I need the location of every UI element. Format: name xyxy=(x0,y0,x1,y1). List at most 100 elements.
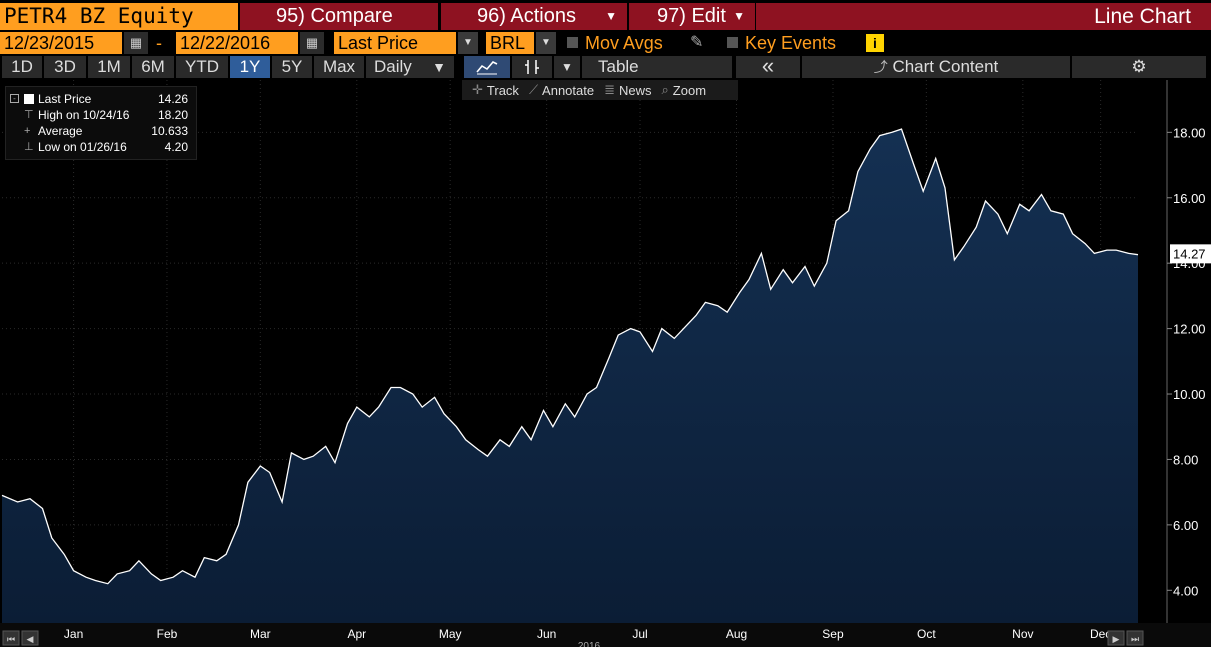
period-5y[interactable]: 5Y xyxy=(272,56,312,78)
period-1y[interactable]: 1Y xyxy=(230,56,270,78)
chart-type-title[interactable]: Line Chart xyxy=(756,3,1211,30)
legend-last-label: Last Price xyxy=(38,92,92,106)
settings-gear-icon[interactable]: ⚙ xyxy=(1072,56,1206,78)
scroll-right-icon[interactable]: ▶ xyxy=(1113,634,1120,644)
track-icon: ✛ xyxy=(472,82,483,97)
frequency-select[interactable]: Daily ▼ xyxy=(366,56,454,78)
x-axis-strip xyxy=(0,623,1211,647)
last-value-label: 14.27 xyxy=(1173,246,1206,261)
y-tick-label: 8.00 xyxy=(1173,452,1198,467)
price-line[interactable] xyxy=(1,128,1139,585)
legend-collapse-icon[interactable]: - xyxy=(10,94,19,103)
scroll-end-icon-frame[interactable] xyxy=(1126,630,1144,646)
legend-average: + Average 10.633 xyxy=(6,123,194,139)
y-tick-label: 6.00 xyxy=(1173,518,1198,533)
period-1d[interactable]: 1D xyxy=(2,56,42,78)
key-events-label[interactable]: Key Events xyxy=(745,33,837,53)
news-button[interactable]: News xyxy=(619,82,652,98)
scroll-start-icon-frame[interactable] xyxy=(2,630,20,646)
annotate-icon: ⟋ xyxy=(528,82,539,97)
info-icon[interactable]: i xyxy=(866,34,884,52)
chart-legend: - Last Price 14.26 ⊤ High on 10/24/16 18… xyxy=(5,86,197,160)
line-chart-mode-button[interactable] xyxy=(464,56,510,78)
edit-label: 97) Edit xyxy=(657,5,726,27)
scroll-right-icon-frame[interactable] xyxy=(1107,630,1125,646)
legend-high: ⊤ High on 10/24/16 18.20 xyxy=(6,107,194,123)
high-marker-icon: ⊤ xyxy=(24,109,34,121)
x-tick-label: Nov xyxy=(1012,627,1033,641)
price-area-chart[interactable]: 4.006.008.0010.0012.0014.0016.0018.0014.… xyxy=(0,80,1211,647)
compare-button[interactable]: 95) Compare xyxy=(240,3,438,30)
period-ytd[interactable]: YTD xyxy=(176,56,228,78)
low-marker-icon: ⊥ xyxy=(24,141,34,153)
annotate-button[interactable]: Annotate xyxy=(542,82,595,98)
actions-button[interactable]: 96) Actions ▼ xyxy=(441,3,627,30)
x-tick-label: Jun xyxy=(537,627,556,641)
scroll-start-icon[interactable]: ⏮ xyxy=(7,634,15,644)
start-date-field[interactable]: 12/23/2015 xyxy=(0,32,122,54)
bar-chart-mode-button[interactable] xyxy=(512,56,552,78)
edit-dropdown-icon: ▼ xyxy=(733,9,745,23)
legend-low-value: 4.20 xyxy=(164,140,188,154)
last-value-tag xyxy=(1170,244,1211,264)
line-chart-icon xyxy=(476,61,498,75)
chart-mode-dropdown-icon[interactable]: ▼ xyxy=(554,56,580,78)
legend-high-label: High on 10/24/16 xyxy=(38,108,130,122)
scroll-left-icon-frame[interactable] xyxy=(21,630,39,646)
period-6m[interactable]: 6M xyxy=(132,56,174,78)
currency-dropdown-icon[interactable]: ▼ xyxy=(536,32,556,54)
chart-content-icon: ⤴ xyxy=(873,59,888,75)
ticker-field[interactable]: PETR4 BZ Equity xyxy=(0,3,238,30)
zoom-icon: ⌕ xyxy=(661,82,669,97)
y-tick-label: 10.00 xyxy=(1173,387,1206,402)
end-date-field[interactable]: 12/22/2016 xyxy=(176,32,298,54)
y-tick-label: 4.00 xyxy=(1173,583,1198,598)
period-3d[interactable]: 3D xyxy=(44,56,86,78)
frequency-dropdown-icon: ▼ xyxy=(432,59,446,75)
date-range-dash: - xyxy=(156,33,162,53)
x-axis-year-label: 2016 xyxy=(578,641,601,647)
news-icon: ≣ xyxy=(604,82,615,97)
track-button[interactable]: Track xyxy=(486,82,519,98)
price-field-dropdown-icon[interactable]: ▼ xyxy=(458,32,478,54)
compare-label: 95) Compare xyxy=(276,5,393,27)
price-field-select[interactable]: Last Price xyxy=(334,32,456,54)
mov-avgs-checkbox[interactable] xyxy=(567,37,578,48)
currency-select[interactable]: BRL xyxy=(486,32,534,54)
frequency-label: Daily xyxy=(374,57,412,76)
chart-subtoolbar: ✛ Track ⟋ Annotate ≣ News ⌕ Zoom xyxy=(462,80,738,100)
actions-dropdown-icon: ▼ xyxy=(605,9,617,23)
collapse-panel-icon[interactable]: « xyxy=(736,55,800,78)
chart-content-label: Chart Content xyxy=(892,57,999,76)
zoom-button[interactable]: Zoom xyxy=(672,82,707,98)
x-tick-label: Mar xyxy=(250,627,271,641)
scroll-left-icon[interactable]: ◀ xyxy=(27,634,34,644)
x-tick-label: Aug xyxy=(726,627,747,641)
legend-last-value: 14.26 xyxy=(157,92,188,106)
chart-content-button[interactable]: ⤴ Chart Content xyxy=(802,56,1070,78)
x-tick-label: Feb xyxy=(157,627,178,641)
x-tick-label: Dec xyxy=(1090,627,1111,641)
table-button[interactable]: Table xyxy=(582,56,732,78)
key-events-checkbox[interactable] xyxy=(727,37,738,48)
legend-avg-label: Average xyxy=(38,124,83,138)
pencil-icon[interactable]: ✎ xyxy=(690,34,704,51)
x-tick-label: Apr xyxy=(347,627,366,641)
mov-avgs-label[interactable]: Mov Avgs xyxy=(585,33,663,53)
edit-button[interactable]: 97) Edit ▼ xyxy=(629,3,755,30)
start-calendar-icon[interactable]: ▦ xyxy=(124,32,148,54)
period-max[interactable]: Max xyxy=(314,56,364,78)
actions-label: 96) Actions xyxy=(477,5,576,27)
candle-chart-icon xyxy=(525,60,539,74)
x-tick-label: May xyxy=(439,627,462,641)
legend-line-swatch xyxy=(24,94,34,104)
legend-low: ⊥ Low on 01/26/16 4.20 xyxy=(6,139,194,155)
x-tick-label: Sep xyxy=(822,627,844,641)
end-calendar-icon[interactable]: ▦ xyxy=(300,32,324,54)
scroll-end-icon[interactable]: ⏭ xyxy=(1131,634,1139,644)
average-marker-icon: + xyxy=(24,125,31,137)
legend-high-value: 18.20 xyxy=(157,108,188,122)
x-tick-label: Jan xyxy=(64,627,83,641)
period-1m[interactable]: 1M xyxy=(88,56,130,78)
x-tick-label: Jul xyxy=(632,627,647,641)
